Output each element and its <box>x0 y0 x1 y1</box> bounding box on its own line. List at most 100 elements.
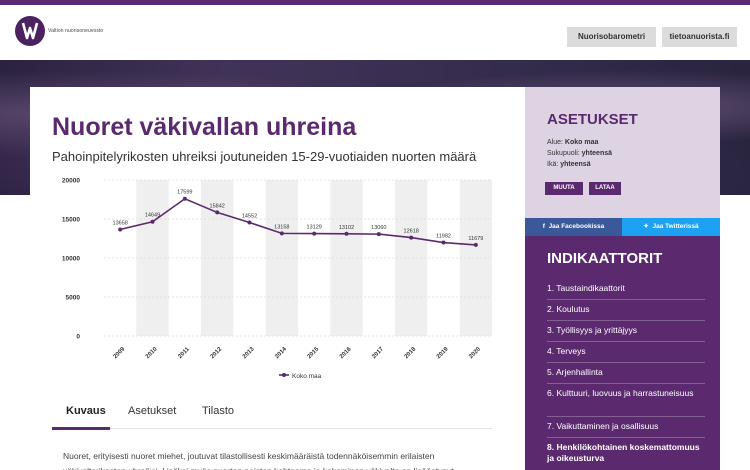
y-tick-label: 10000 <box>62 256 80 263</box>
indicator-item-7[interactable]: 7. Vaikuttaminen ja osallisuus <box>547 421 659 431</box>
chart-band <box>395 180 428 336</box>
x-tick-label: 2018 <box>404 346 418 360</box>
indicator-item-6[interactable]: 6. Kulttuuri, luovuus ja harrastuneisuus <box>547 388 694 398</box>
data-point <box>441 240 446 245</box>
settings-panel: ASETUKSET Alue: Koko maa Sukupuoli: yhte… <box>525 87 720 218</box>
y-tick-label: 5000 <box>66 295 81 302</box>
series-line <box>119 197 476 246</box>
tab-kuvaus[interactable]: Kuvaus <box>66 405 106 417</box>
indicator-divider <box>547 341 705 342</box>
data-point <box>247 220 252 225</box>
tab-tilasto[interactable]: Tilasto <box>202 405 234 417</box>
tab-asetukset[interactable]: Asetukset <box>128 405 177 417</box>
x-tick-label: 2012 <box>210 346 224 360</box>
setting-area-value: Koko maa <box>564 139 599 146</box>
setting-age-label: Ikä: <box>547 161 559 168</box>
indicators-title: INDIKAATTORIT <box>547 250 663 267</box>
logo[interactable] <box>15 16 45 46</box>
data-point <box>409 235 414 240</box>
tab-bar: Kuvaus Asetukset Tilasto <box>52 397 492 430</box>
setting-age-value: yhteensä <box>560 161 591 168</box>
nuorisobarometri-button[interactable]: Nuorisobarometri <box>567 27 656 47</box>
data-label: 13102 <box>339 225 354 231</box>
data-label: 13158 <box>274 224 289 230</box>
indicator-item-2[interactable]: 2. Koulutus <box>547 304 590 314</box>
y-axis-ticks: 0 5000 10000 15000 20000 <box>62 178 80 341</box>
indicator-item-5[interactable]: 5. Arjenhallinta <box>547 367 603 377</box>
x-tick-label: 2017 <box>371 346 385 360</box>
indicator-divider <box>547 383 705 384</box>
x-tick-label: 2010 <box>145 346 159 360</box>
line-chart: 0 5000 10000 15000 20000 2009 2010 2011 2012 201… <box>62 178 492 380</box>
x-tick-label: 2014 <box>274 346 288 360</box>
legend-marker <box>282 373 286 377</box>
y-tick-label: 0 <box>76 334 80 341</box>
data-point <box>279 231 284 236</box>
chart-grid <box>104 179 492 337</box>
legend-label: Koko maa <box>292 373 322 380</box>
data-label: 15842 <box>210 203 225 209</box>
x-tick-label: 2011 <box>177 346 191 360</box>
chart-legend[interactable]: Koko maa <box>279 373 322 380</box>
data-label: 17599 <box>177 190 192 196</box>
data-point <box>118 227 123 232</box>
indicator-divider <box>547 299 705 300</box>
logo-icon <box>21 22 39 40</box>
active-tab-indicator <box>52 427 110 430</box>
description-text: Nuoret, erityisesti nuoret miehet, joutu… <box>63 451 456 470</box>
x-tick-label: 2016 <box>339 346 353 360</box>
share-twitter-button[interactable]: ✦ Jaa Twitterissä <box>622 218 720 236</box>
setting-gender-value: yhteensä <box>581 150 613 157</box>
indicator-divider <box>547 437 705 438</box>
data-point <box>344 231 349 236</box>
data-label: 13658 <box>113 220 128 226</box>
share-twitter-label: Jaa Twitterissä <box>652 223 699 230</box>
y-tick-label: 20000 <box>62 178 80 185</box>
data-label: 14552 <box>242 213 257 219</box>
indicator-divider <box>547 362 705 363</box>
x-tick-label: 2009 <box>113 346 127 360</box>
data-point <box>182 196 187 201</box>
top-accent-strip <box>0 0 750 5</box>
indicator-item-1[interactable]: 1. Taustaindikaattorit <box>547 283 625 293</box>
data-label: 11982 <box>436 234 451 240</box>
x-tick-label: 2013 <box>242 346 256 360</box>
indicator-divider <box>547 320 705 321</box>
page-title: Nuoret väkivallan uhreina <box>52 113 357 141</box>
x-tick-label: 2019 <box>436 346 450 360</box>
download-button[interactable]: LATAA <box>589 182 621 195</box>
share-facebook-label: Jaa Facebookissa <box>548 223 605 230</box>
setting-gender: Sukupuoli: yhteensä <box>547 150 612 157</box>
data-point <box>473 242 478 247</box>
data-label: 11679 <box>468 236 483 242</box>
page-subtitle: Pahoinpitelyrikosten uhreiksi joutuneide… <box>52 149 477 164</box>
data-label: 13060 <box>371 225 386 231</box>
setting-area: Alue: Koko maa <box>547 139 598 146</box>
indicator-item-4[interactable]: 4. Terveys <box>547 346 586 356</box>
settings-title: ASETUKSET <box>547 111 638 128</box>
data-point <box>150 219 155 224</box>
data-point <box>312 231 317 236</box>
indicator-divider <box>547 416 705 417</box>
x-tick-label: 2015 <box>307 346 321 360</box>
setting-area-label: Alue: <box>547 139 563 146</box>
x-axis-ticks: 2009 2010 2011 2012 2013 2014 2015 2016 2017 2018… <box>113 346 483 360</box>
chart-series: 13658 14649 17599 15842 14552 13158 13129 13102… <box>113 190 483 247</box>
setting-gender-label: Sukupuoli: <box>547 150 580 157</box>
share-facebook-button[interactable]: f Jaa Facebookissa <box>525 218 622 236</box>
site-header: Valtion nuorisoneuvosto Nuorisobarometri… <box>0 5 750 60</box>
y-tick-label: 15000 <box>62 217 80 224</box>
twitter-icon: ✦ <box>643 223 649 230</box>
change-settings-button[interactable]: MUUTA <box>545 182 583 195</box>
setting-age: Ikä: yhteensä <box>547 161 591 168</box>
data-label: 13129 <box>307 225 322 231</box>
tietoanuorista-button[interactable]: tietoanuorista.fi <box>662 27 737 47</box>
indicator-item-3[interactable]: 3. Työllisyys ja yrittäjyys <box>547 325 638 335</box>
main-card: Nuoret väkivallan uhreina Pahoinpitelyri… <box>30 87 525 470</box>
data-label: 14649 <box>145 213 160 219</box>
facebook-icon: f <box>542 223 545 230</box>
logo-text: Valtion nuorisoneuvosto <box>48 28 104 34</box>
x-tick-label: 2020 <box>468 346 482 360</box>
indicator-item-8-active[interactable]: 8. Henkilökohtainen koskemattomuus ja oi… <box>547 442 700 463</box>
indicators-panel: INDIKAATTORIT 1. Taustaindikaattorit 2. … <box>525 236 720 470</box>
